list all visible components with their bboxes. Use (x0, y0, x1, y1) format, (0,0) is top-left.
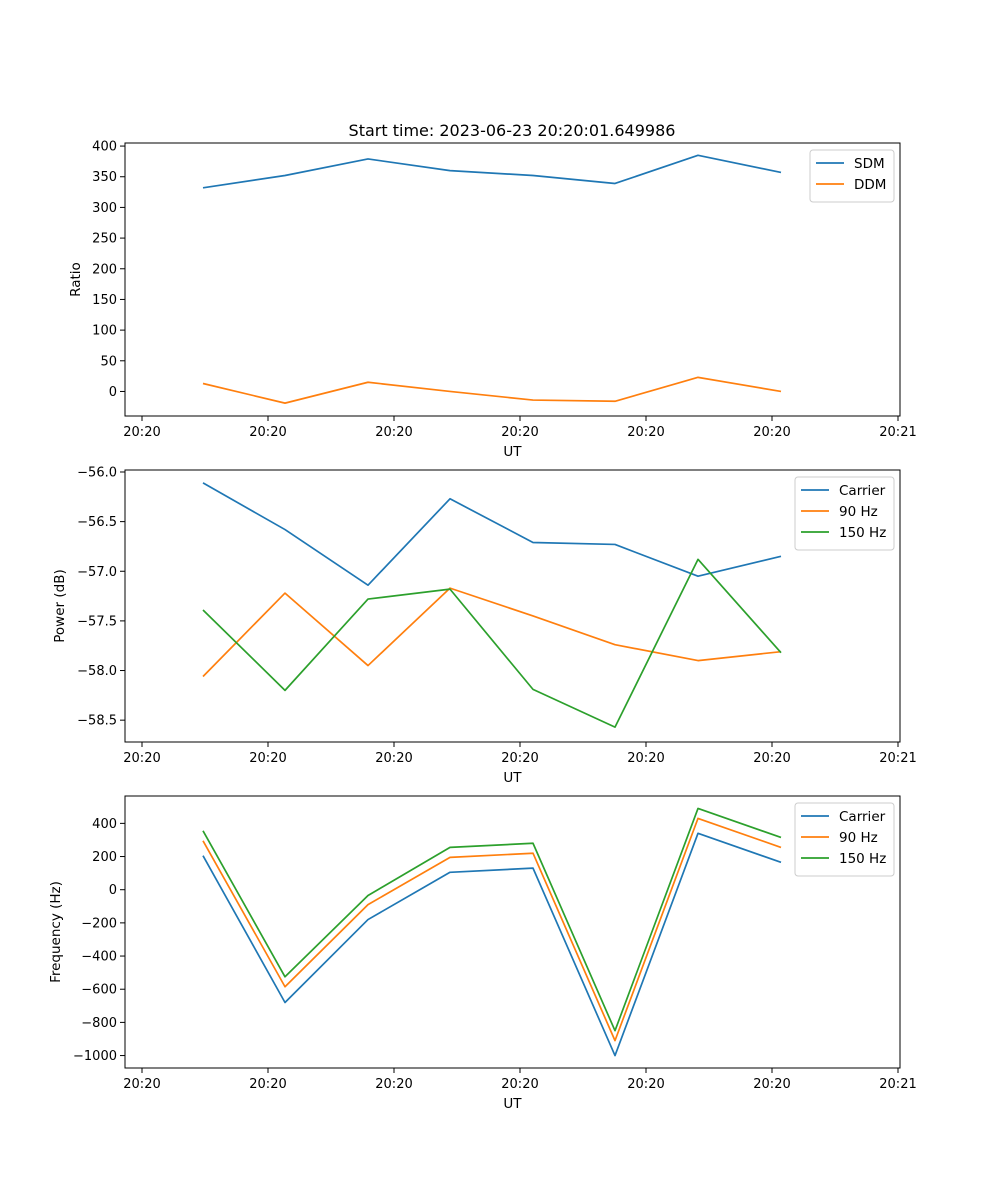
series-line-ddm (202, 376, 782, 404)
x-tick-label: 20:20 (123, 751, 160, 766)
chart-panel-1: 20:20 20:20 20:20 20:20 20:20 20:20 20:21 0 50 10… (68, 140, 917, 460)
legend-label: 150 Hz (839, 851, 886, 867)
y-tick-label: 0 (109, 385, 117, 400)
y-axis-label: Ratio (68, 262, 84, 297)
y-tick-label: −400 (81, 950, 117, 965)
y-tick-label: 50 (100, 354, 117, 369)
x-tick-label: 20:21 (879, 751, 916, 766)
series-line-90-hz (202, 587, 782, 678)
legend: Carrier 90 Hz 150 Hz (794, 802, 895, 877)
legend-label: SDM (854, 156, 885, 172)
legend-label: Carrier (839, 809, 886, 825)
y-tick-label: −1000 (73, 1049, 117, 1064)
chart-panel-2: 20:20 20:20 20:20 20:20 20:20 20:20 20:21 −58.5… (52, 465, 917, 786)
y-tick-label: −57.5 (77, 614, 117, 629)
y-axis-label: Frequency (Hz) (48, 881, 64, 983)
y-tick-label: 100 (92, 324, 117, 339)
series-line-90-hz (202, 817, 782, 1042)
y-tick-label: 200 (92, 850, 117, 865)
legend-label: 90 Hz (839, 830, 878, 846)
y-tick-label: 300 (92, 201, 117, 216)
x-tick-label: 20:20 (249, 751, 286, 766)
y-tick-label: 400 (92, 817, 117, 832)
x-tick-label: 20:20 (501, 751, 538, 766)
x-tick-label: 20:20 (123, 425, 160, 440)
legend-label: 90 Hz (839, 504, 878, 520)
legend-label: 150 Hz (839, 525, 886, 541)
y-tick-label: 200 (92, 262, 117, 277)
x-axis-label: UT (503, 770, 522, 786)
series-line-carrier (202, 832, 782, 1057)
x-tick-label: 20:20 (501, 425, 538, 440)
chart-panel-3: 20:20 20:20 20:20 20:20 20:20 20:20 20:21 −1000… (48, 795, 917, 1112)
x-tick-label: 20:20 (375, 751, 412, 766)
x-tick-label: 20:20 (375, 425, 412, 440)
y-tick-label: −58.5 (77, 714, 117, 729)
x-axis-label: UT (503, 444, 522, 460)
x-tick-label: 20:20 (627, 1077, 664, 1092)
y-tick-label: 400 (92, 140, 117, 155)
y-tick-label: 350 (92, 170, 117, 185)
y-tick-label: −600 (81, 983, 117, 998)
x-tick-label: 20:21 (879, 1077, 916, 1092)
x-tick-label: 20:20 (249, 425, 286, 440)
y-tick-label: 250 (92, 232, 117, 247)
legend: SDM DDM (809, 149, 895, 203)
x-tick-label: 20:20 (627, 425, 664, 440)
plot-frame (124, 142, 901, 417)
x-tick-label: 20:20 (375, 1077, 412, 1092)
plot-frame (124, 469, 901, 743)
x-tick-label: 20:20 (627, 751, 664, 766)
y-tick-label: −57.0 (77, 565, 117, 580)
x-axis-label: UT (503, 1096, 522, 1112)
x-tick-label: 20:20 (123, 1077, 160, 1092)
plot-frame (124, 795, 901, 1069)
series-line-carrier (202, 482, 782, 587)
series-line-150-hz (202, 558, 782, 728)
legend-label: Carrier (839, 483, 886, 499)
y-axis-label: Power (dB) (52, 569, 68, 642)
series-line-sdm (202, 154, 782, 189)
y-tick-label: −56.5 (77, 515, 117, 530)
y-tick-label: −200 (81, 916, 117, 931)
y-tick-label: −58.0 (77, 664, 117, 679)
legend: Carrier 90 Hz 150 Hz (794, 476, 895, 551)
y-tick-label: 0 (109, 883, 117, 898)
y-tick-label: 150 (92, 293, 117, 308)
y-tick-label: −800 (81, 1016, 117, 1031)
x-tick-label: 20:20 (753, 425, 790, 440)
y-tick-label: −56.0 (77, 465, 117, 480)
x-tick-label: 20:20 (249, 1077, 286, 1092)
legend-label: DDM (854, 177, 886, 193)
chart-title: Start time: 2023-06-23 20:20:01.649986 (349, 121, 676, 140)
x-tick-label: 20:21 (879, 425, 916, 440)
x-tick-label: 20:20 (753, 751, 790, 766)
series-line-150-hz (202, 807, 782, 1032)
x-tick-label: 20:20 (501, 1077, 538, 1092)
x-tick-label: 20:20 (753, 1077, 790, 1092)
